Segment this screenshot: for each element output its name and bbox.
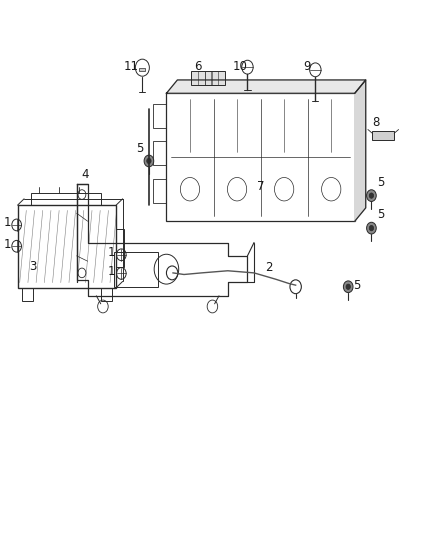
Bar (166, 93, 355, 221)
Bar (114, 252, 158, 287)
Text: 3: 3 (29, 260, 36, 273)
Bar (372, 131, 394, 140)
Bar (116, 229, 124, 266)
Text: 1: 1 (108, 265, 116, 278)
Circle shape (367, 222, 376, 234)
Text: 1: 1 (4, 238, 12, 251)
Circle shape (343, 281, 353, 293)
Bar (153, 104, 166, 128)
Text: 6: 6 (194, 60, 202, 72)
Text: 10: 10 (233, 60, 247, 72)
Circle shape (147, 158, 151, 164)
Text: 5: 5 (378, 208, 385, 221)
Text: 7: 7 (257, 180, 265, 193)
Text: 5: 5 (137, 142, 144, 155)
Text: 5: 5 (378, 176, 385, 189)
Bar (191, 71, 225, 85)
Text: 4: 4 (81, 168, 89, 181)
Text: 1: 1 (4, 216, 12, 229)
Bar (31, 193, 101, 205)
Polygon shape (355, 80, 366, 221)
Bar (153, 141, 166, 165)
Circle shape (367, 190, 376, 201)
Circle shape (369, 225, 374, 231)
Bar (139, 68, 145, 71)
Text: 5: 5 (353, 279, 360, 292)
Bar (18, 205, 116, 288)
Text: 2: 2 (265, 261, 273, 274)
Text: 8: 8 (372, 116, 379, 129)
Bar (153, 179, 166, 203)
Bar (211, 71, 218, 85)
Polygon shape (166, 80, 366, 93)
Circle shape (369, 193, 374, 198)
Text: 1: 1 (108, 246, 116, 259)
Text: 9: 9 (303, 60, 311, 72)
Bar (22, 288, 33, 301)
Circle shape (144, 155, 154, 167)
Bar (101, 288, 112, 301)
Text: 11: 11 (124, 60, 139, 72)
Circle shape (346, 284, 350, 289)
Bar (198, 71, 205, 85)
Bar (205, 71, 212, 85)
